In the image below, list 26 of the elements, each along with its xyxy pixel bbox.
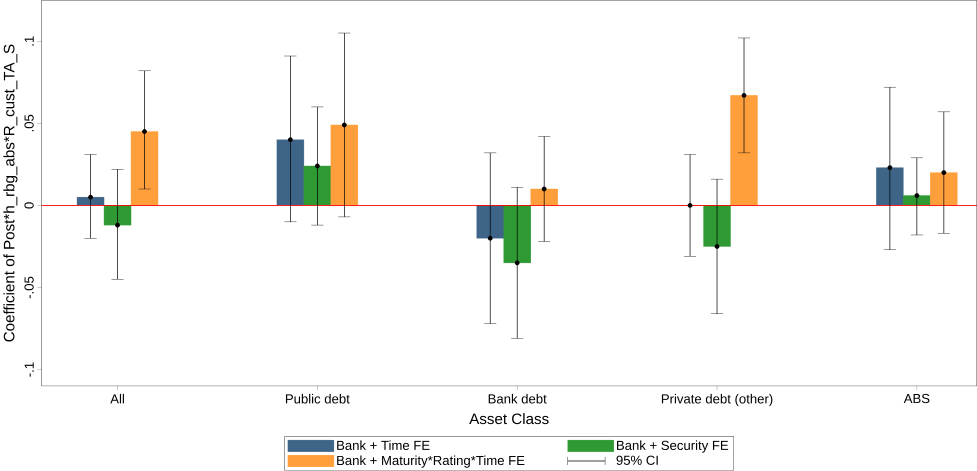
bar	[104, 205, 132, 226]
x-tick-label: Bank debt	[488, 394, 547, 404]
legend-label: Bank + Maturity*Rating*Time FE	[337, 456, 524, 468]
y-axis-title: Coefficient of Post*h_rbg_abs*R_cust_TA_S	[3, 44, 18, 342]
bar	[504, 205, 531, 264]
bar	[703, 205, 731, 247]
text: 95% CI	[616, 456, 658, 466]
bar	[876, 168, 904, 206]
y-tick-label: -.05	[24, 276, 34, 298]
bar	[276, 140, 304, 206]
bar	[930, 172, 958, 206]
bar	[304, 166, 332, 206]
x-tick-label: ABS	[904, 394, 930, 404]
bar	[476, 205, 504, 239]
y-tick-label: 0	[24, 202, 34, 209]
bar	[530, 188, 558, 206]
y-tick-label: .1	[24, 36, 34, 46]
x-tick-label: Private debt (other)	[662, 394, 772, 406]
legend-label: Bank + Security FE	[617, 440, 728, 453]
x-tick-label: All	[110, 394, 124, 404]
y-tick-label: .05	[24, 114, 34, 132]
x-tick-label: Public debt	[286, 394, 350, 404]
legend-label: Bank + Time FE	[337, 440, 430, 450]
x-axis-title: Asset Class	[469, 413, 549, 424]
y-tick-label: -.1	[24, 362, 34, 377]
bar	[330, 124, 358, 206]
